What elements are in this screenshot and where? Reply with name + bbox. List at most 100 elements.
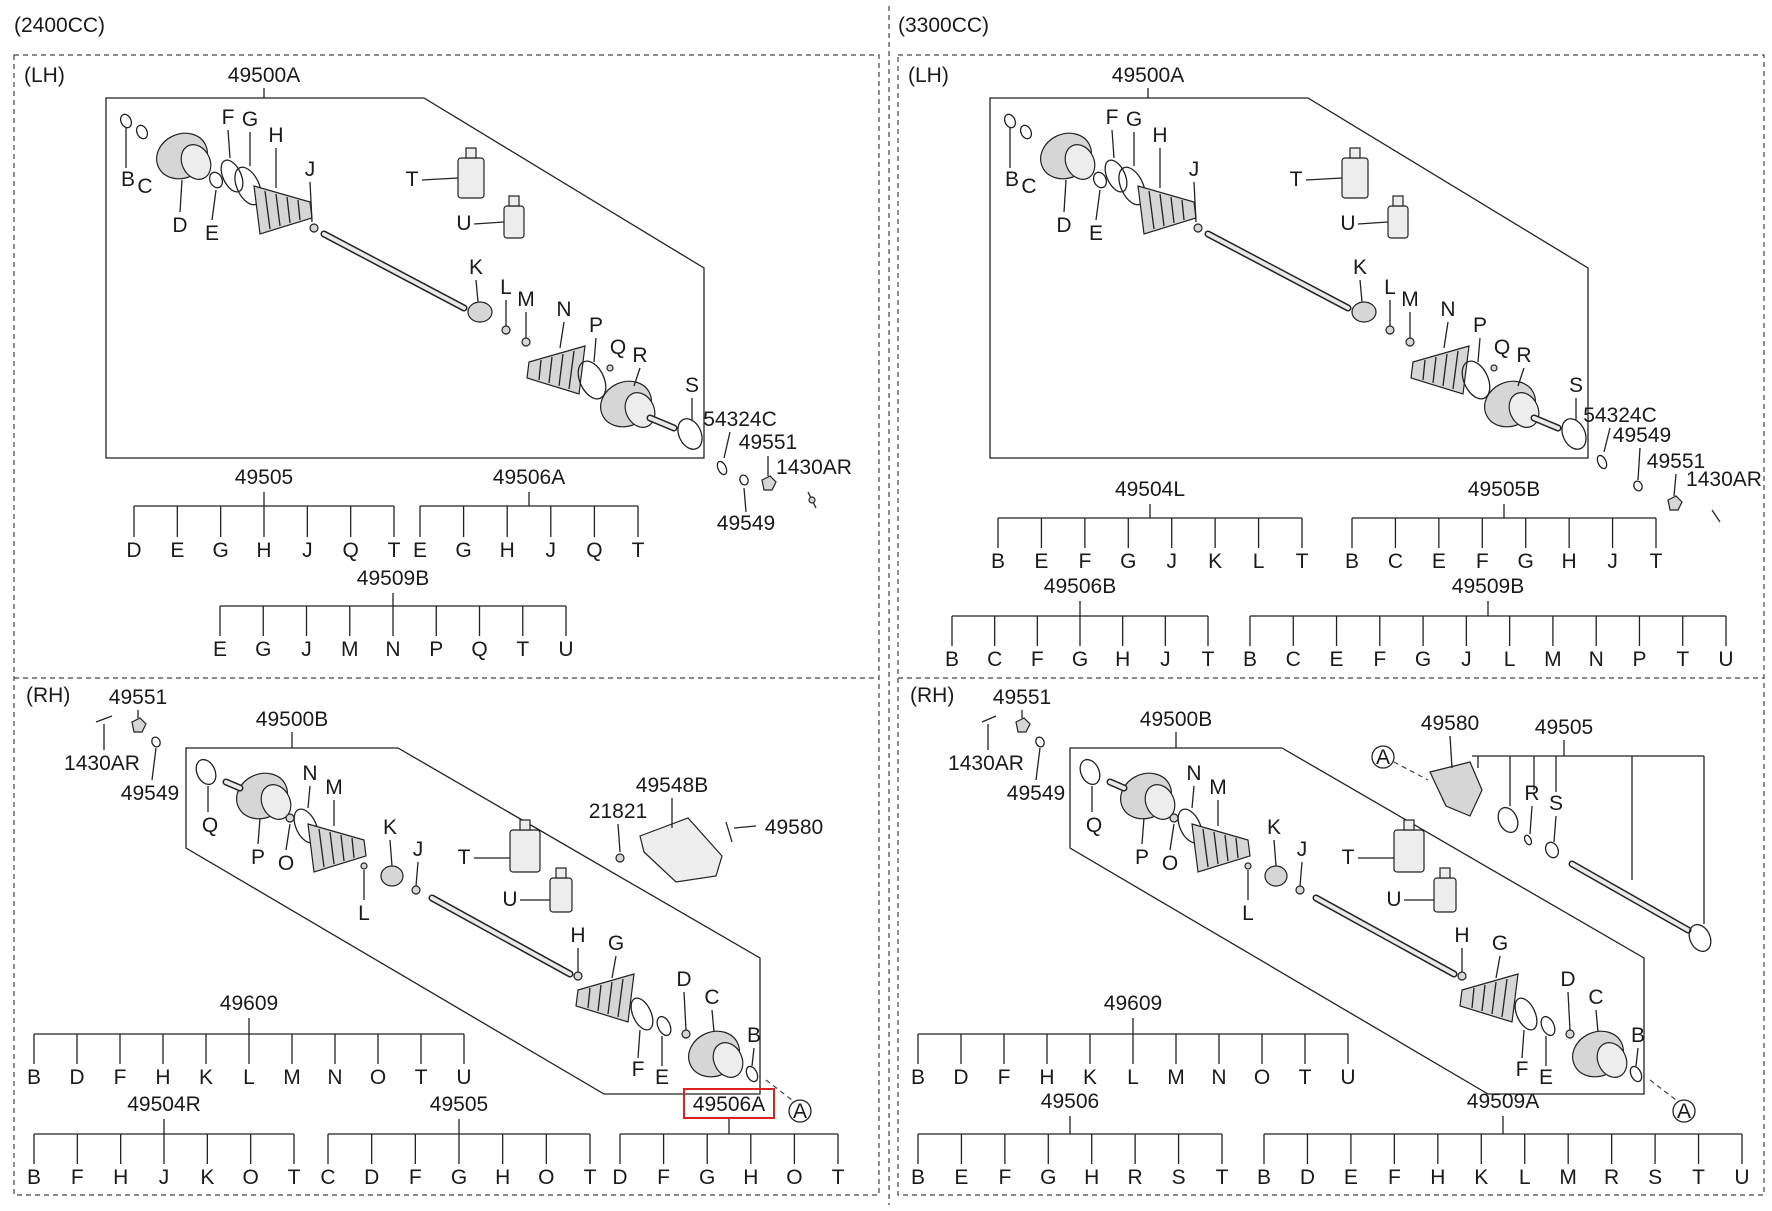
kit-item: J xyxy=(1166,550,1177,573)
part-label-b: B xyxy=(1005,168,1019,191)
kit-item: L xyxy=(1519,1166,1531,1189)
kit-item: E xyxy=(954,1166,968,1189)
kit-item: D xyxy=(953,1066,968,1089)
kit-code: 49509B xyxy=(1452,575,1524,598)
kit-item: D xyxy=(1300,1166,1315,1189)
kit-item: E xyxy=(170,539,184,562)
kit-item: H xyxy=(113,1166,128,1189)
extra-49549: 49549 xyxy=(121,782,179,805)
extra-49551: 49551 xyxy=(739,431,797,454)
kit-item: B xyxy=(1243,648,1257,671)
kit-item: J xyxy=(1160,648,1171,671)
kit-item: O xyxy=(538,1166,554,1189)
part-label-n: N xyxy=(556,298,571,321)
side-label: (LH) xyxy=(908,64,949,87)
kit-49506A: 49506A E G H J Q T xyxy=(413,466,645,562)
part-label-f: F xyxy=(222,106,235,129)
kit-item: U xyxy=(1734,1166,1749,1189)
kit-item: G xyxy=(1040,1166,1056,1189)
part-label-f: F xyxy=(1516,1058,1529,1081)
engine-3300cc-header: (3300CC) xyxy=(898,14,989,37)
part-label-c: C xyxy=(1021,175,1036,198)
kit-item: B xyxy=(945,648,959,671)
right-dashed-frame xyxy=(897,54,1765,1196)
kit-item: F xyxy=(1476,550,1489,573)
kit-item: Q xyxy=(342,539,358,562)
extra-49580: 49580 xyxy=(765,816,823,839)
kit-item: F xyxy=(114,1066,127,1089)
assembly-number: 49500A xyxy=(228,64,300,87)
kit-item: E xyxy=(1432,550,1446,573)
kit-code: 49609 xyxy=(220,992,278,1015)
extra-49505: 49505 xyxy=(1535,716,1593,739)
kit-item: H xyxy=(1084,1166,1099,1189)
extras-bl: 49551 1430AR 49549 49548B 21821 49580 xyxy=(64,686,823,883)
kit-item: S xyxy=(1172,1166,1186,1189)
part-label-m: M xyxy=(1401,288,1419,311)
kit-item: L xyxy=(1504,648,1516,671)
extra-49551: 49551 xyxy=(109,686,167,709)
part-label-m: M xyxy=(517,288,535,311)
engine-2400cc-header: (2400CC) xyxy=(14,14,105,37)
kit-item: L xyxy=(243,1066,255,1089)
kit-item: M xyxy=(341,638,359,661)
extra-r: R xyxy=(1524,782,1539,805)
kit-item: E xyxy=(1344,1166,1358,1189)
kit-item: H xyxy=(155,1066,170,1089)
kit-item: F xyxy=(1031,648,1044,671)
kit-item: J xyxy=(1607,550,1618,573)
kit-item: L xyxy=(1253,550,1265,573)
kit-item: K xyxy=(1208,550,1222,573)
kit-item: N xyxy=(1211,1066,1226,1089)
kit-code: 49504L xyxy=(1115,478,1185,501)
part-label-j: J xyxy=(413,838,424,861)
part-label-e: E xyxy=(205,222,219,245)
kit-item: D xyxy=(126,539,141,562)
kit-49509A: 49509A B D E F H K L M R S T U xyxy=(1257,1090,1750,1189)
kit-item: D xyxy=(69,1066,84,1089)
kit-item: B xyxy=(1257,1166,1271,1189)
part-label-q: Q xyxy=(610,336,626,359)
panel-tl: (LH) 49500A B CD E F GHJ KLM NPQ R S T U xyxy=(24,64,705,459)
part-label-n: N xyxy=(302,762,317,785)
kit-49509B: 49509B E G J M N P Q T U xyxy=(213,567,574,661)
part-label-j: J xyxy=(1189,158,1200,181)
kit-code: 49509A xyxy=(1467,1090,1539,1113)
part-label-q: Q xyxy=(202,814,218,837)
kit-item: T xyxy=(1676,648,1689,671)
kit-item: C xyxy=(320,1166,335,1189)
part-label-m: M xyxy=(1209,776,1227,799)
part-label-j: J xyxy=(1297,838,1308,861)
part-label-c: C xyxy=(137,175,152,198)
kit-item: T xyxy=(388,539,401,562)
kit-item: U xyxy=(1340,1066,1355,1089)
part-label-q: Q xyxy=(1494,336,1510,359)
kit-49609: 49609 B D F H K L M N O T U xyxy=(911,992,1356,1089)
part-label-d: D xyxy=(1560,968,1575,991)
extra-49549: 49549 xyxy=(717,512,775,535)
kit-item: J xyxy=(301,638,312,661)
kit-item: B xyxy=(1345,550,1359,573)
kit-item: T xyxy=(1296,550,1309,573)
extra-21821: 21821 xyxy=(589,800,647,823)
side-label: (LH) xyxy=(24,64,65,87)
kit-item: J xyxy=(1461,648,1472,671)
kit-item: E xyxy=(1034,550,1048,573)
kit-item: U xyxy=(1718,648,1733,671)
part-label-n: N xyxy=(1440,298,1455,321)
part-label-b: B xyxy=(1631,1024,1645,1047)
kit-item: O xyxy=(786,1166,802,1189)
kit-item: E xyxy=(413,539,427,562)
kit-item: S xyxy=(1648,1166,1662,1189)
kit-item: T xyxy=(516,638,529,661)
kit-item: R xyxy=(1128,1166,1143,1189)
kit-item: G xyxy=(1415,648,1431,671)
kit-item: F xyxy=(1373,648,1386,671)
kit-item: T xyxy=(288,1166,301,1189)
highlight-box xyxy=(683,1088,775,1119)
kit-item: B xyxy=(27,1066,41,1089)
kit-item: G xyxy=(1120,550,1136,573)
kit-item: C xyxy=(1286,648,1301,671)
kit-item: K xyxy=(1083,1066,1097,1089)
